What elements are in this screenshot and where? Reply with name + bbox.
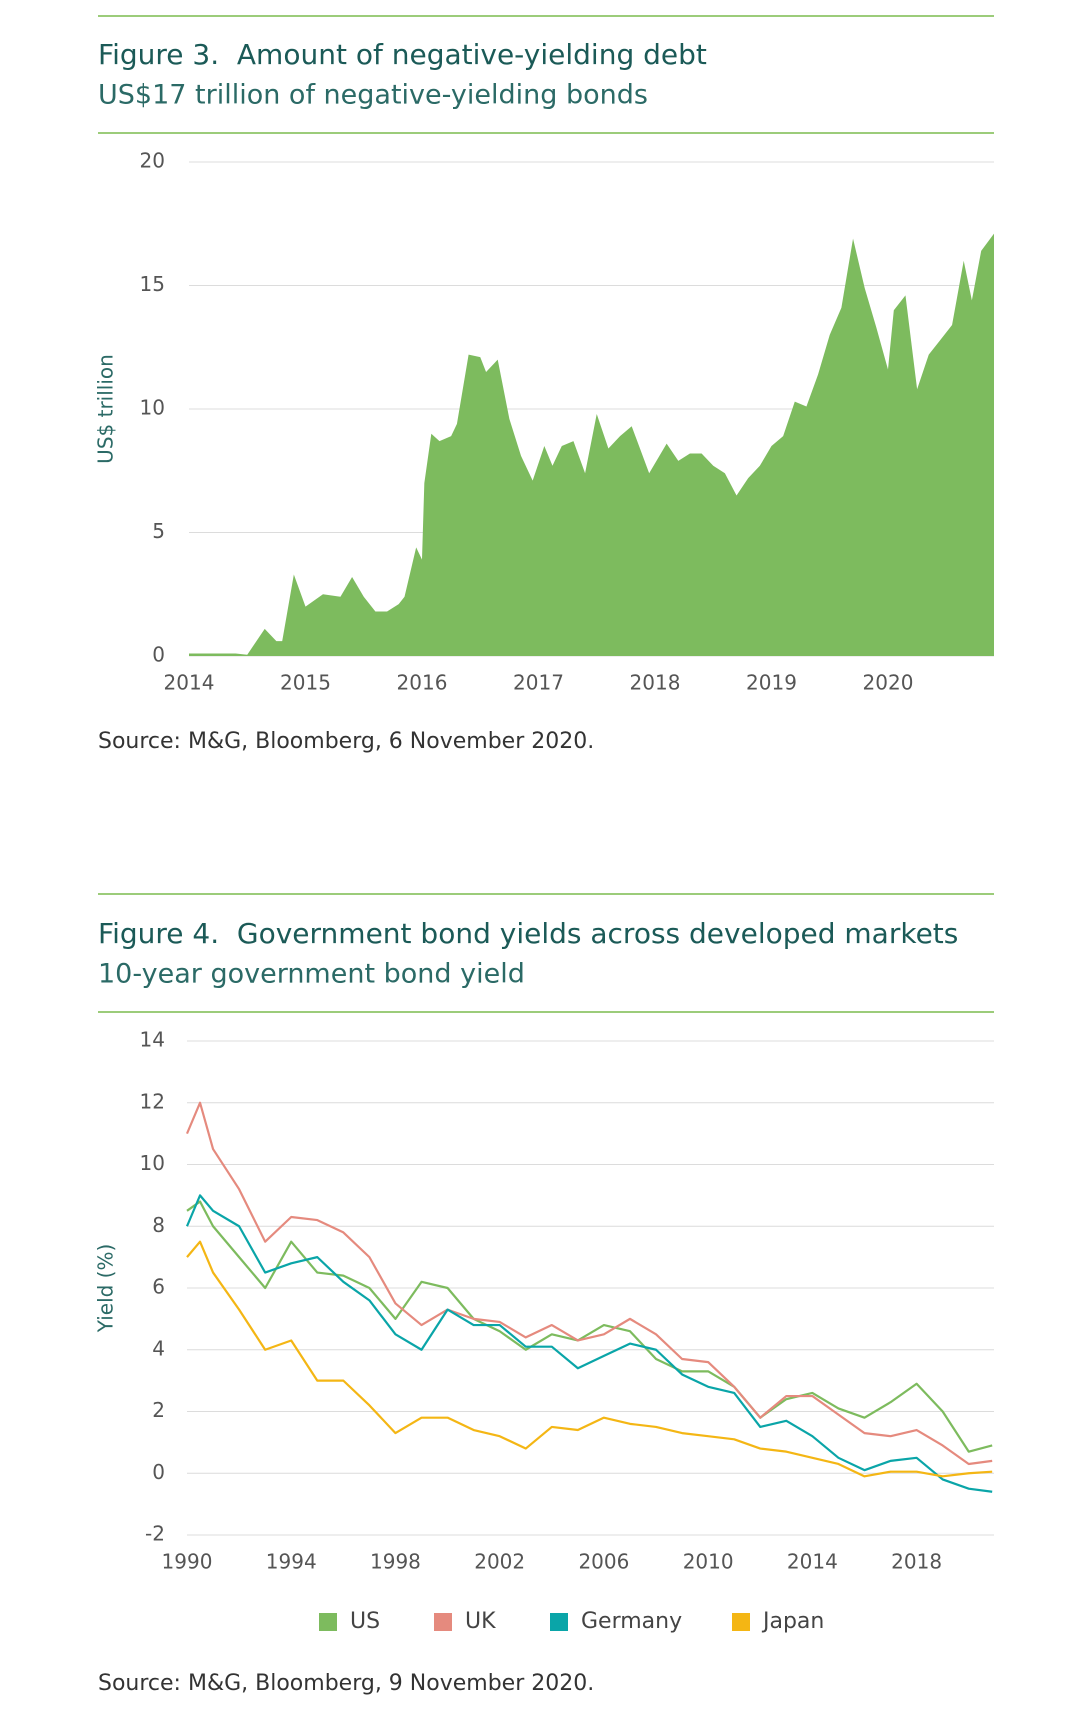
x-tick-label: 2014 xyxy=(787,1550,838,1574)
x-tick-label: 2002 xyxy=(474,1550,525,1574)
line xyxy=(185,1194,993,1493)
x-tick-label: 1990 xyxy=(162,1550,213,1574)
legend-swatch xyxy=(319,1613,337,1631)
x-tick-label: 2014 xyxy=(164,671,215,695)
line xyxy=(185,1101,993,1466)
area xyxy=(189,233,994,656)
legend-label: Germany xyxy=(581,1609,682,1634)
x-tick-label: 2006 xyxy=(578,1550,629,1574)
source-note: Source: M&G, Bloomberg, 9 November 2020. xyxy=(98,1671,594,1696)
legend-label: US xyxy=(350,1609,380,1634)
x-tick-label: 2016 xyxy=(397,671,448,695)
legend-swatch xyxy=(550,1613,568,1631)
x-tick-label: 2019 xyxy=(746,671,797,695)
y-tick-label: 10 xyxy=(140,396,165,420)
y-tick-label: 4 xyxy=(152,1336,165,1360)
legend-swatch xyxy=(732,1613,750,1631)
y-tick-label: -2 xyxy=(145,1522,165,1546)
x-tick-label: 1994 xyxy=(266,1550,317,1574)
chart-subtitle: US$17 trillion of negative-yielding bond… xyxy=(98,80,648,111)
y-tick-label: 2 xyxy=(152,1398,165,1422)
chart-title: Figure 3. Amount of negative-yielding de… xyxy=(98,38,707,71)
y-tick-label: 10 xyxy=(140,1151,165,1175)
y-tick-label: 0 xyxy=(152,1460,165,1484)
x-tick-label: 2015 xyxy=(280,671,331,695)
y-tick-label: 12 xyxy=(140,1089,165,1113)
chart-title: Figure 4. Government bond yields across … xyxy=(98,917,958,950)
chart-subtitle: 10-year government bond yield xyxy=(98,959,525,990)
y-axis-label: US$ trillion xyxy=(94,354,118,464)
source-note: Source: M&G, Bloomberg, 6 November 2020. xyxy=(98,729,594,754)
y-tick-label: 20 xyxy=(140,149,165,173)
y-tick-label: 0 xyxy=(152,643,165,667)
y-tick-label: 5 xyxy=(152,519,165,543)
y-tick-label: 14 xyxy=(140,1028,165,1052)
x-tick-label: 2020 xyxy=(863,671,914,695)
x-tick-label: 2017 xyxy=(513,671,564,695)
legend-swatch xyxy=(434,1613,452,1631)
x-tick-label: 1998 xyxy=(370,1550,421,1574)
y-tick-label: 8 xyxy=(152,1213,165,1237)
x-tick-label: 2018 xyxy=(630,671,681,695)
legend-label: Japan xyxy=(761,1609,824,1634)
line xyxy=(186,1240,993,1478)
y-axis-label: Yield (%) xyxy=(94,1244,118,1334)
y-tick-label: 6 xyxy=(152,1275,165,1299)
x-tick-label: 2010 xyxy=(683,1550,734,1574)
x-tick-label: 2018 xyxy=(891,1550,942,1574)
y-tick-label: 15 xyxy=(140,272,165,296)
line xyxy=(186,1200,993,1453)
legend-label: UK xyxy=(465,1609,496,1634)
